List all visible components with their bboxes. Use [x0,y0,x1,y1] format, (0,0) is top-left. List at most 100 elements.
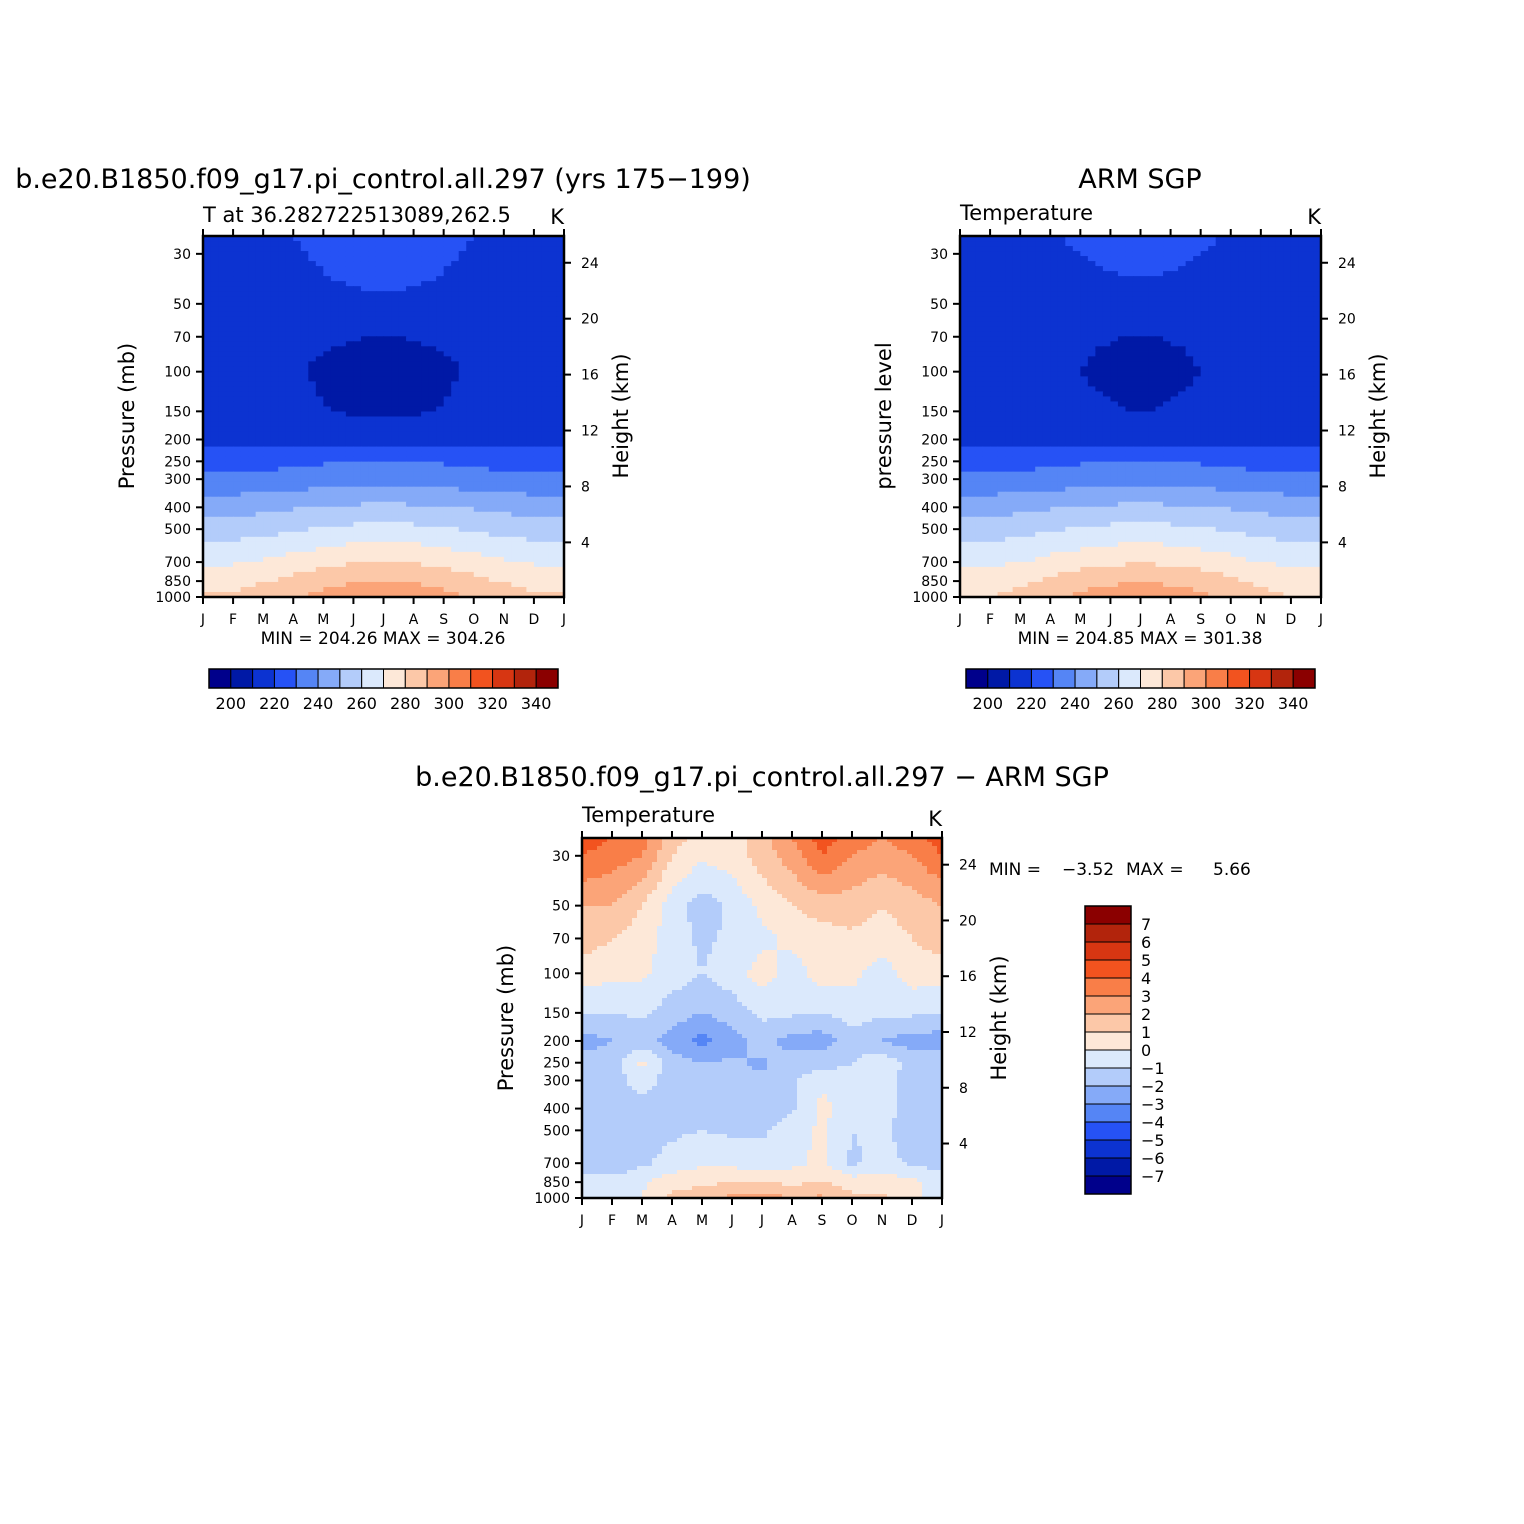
contour-cell [270,271,279,277]
contour-cell [218,356,227,362]
contour-cell [1223,306,1232,312]
contour-cell [533,441,543,448]
contour-cell [436,446,445,453]
contour-cell [436,581,445,588]
contour-cell [1200,321,1209,327]
contour-cell [1245,296,1254,302]
contour-cell [233,241,242,247]
contour-cell [526,556,535,563]
contour-cell [1170,356,1179,362]
contour-cell [1012,381,1021,388]
contour-cell [1065,261,1074,267]
contour-cell [1170,381,1179,388]
contour-cell [518,301,527,307]
contour-cell [421,396,430,403]
contour-cell [443,441,452,448]
contour-cell [240,551,249,558]
contour-cell [255,566,264,573]
contour-cell [1087,371,1096,377]
contour-cell [345,501,355,508]
contour-cell [1117,361,1127,367]
contour-cell [526,441,535,448]
contour-cell [353,296,362,302]
contour-cell [1095,281,1104,287]
contour-cell [413,451,422,458]
contour-cell [255,251,264,257]
contour-cell [383,251,392,257]
contour-cell [406,461,415,468]
contour-cell [218,346,227,352]
contour-cell [406,391,415,398]
contour-cell [203,391,212,398]
contour-cell [225,316,234,322]
contour-cell [1102,261,1112,267]
contour-cell [360,461,370,468]
contour-cell [428,541,437,548]
contour-cell [263,276,272,282]
contour-cell [518,351,527,357]
contour-cell [458,276,467,282]
contour-cell [308,346,317,352]
contour-cell [488,456,497,463]
contour-cell [391,506,400,513]
contour-cell [248,356,257,362]
contour-cell [1163,356,1172,362]
contour-cell [1080,291,1089,297]
contour-cell [533,276,543,282]
contour-cell [1178,276,1187,282]
contour-cell [1132,336,1142,342]
contour-cell [406,356,415,362]
contour-cell [330,251,339,257]
contour-cell [960,346,969,352]
contour-cell [443,586,452,593]
contour-cell [1163,381,1172,388]
contour-cell [533,531,543,538]
contour-cell [278,586,287,593]
contour-cell [518,521,527,528]
contour-cell [233,271,242,277]
contour-cell [458,491,467,498]
contour-cell [1275,361,1284,367]
contour-cell [518,341,527,347]
contour-cell [443,331,452,337]
contour-cell [240,301,249,307]
contour-cell [1298,296,1307,302]
contour-cell [285,521,294,528]
contour-cell [1050,316,1059,322]
contour-cell [496,561,505,568]
contour-cell [526,361,535,367]
contour-cell [398,461,407,468]
contour-cell [338,511,347,518]
contour-cell [488,466,497,473]
contour-cell [1223,256,1232,262]
contour-cell [421,416,430,423]
contour-cell [323,251,332,257]
contour-cell [413,391,422,398]
contour-cell [1245,266,1254,272]
contour-cell [556,391,565,398]
contour-cell [255,246,264,252]
contour-cell [421,361,430,367]
contour-cell [315,246,324,252]
contour-cell [1268,236,1277,242]
contour-cell [383,381,392,388]
contour-cell [421,241,430,247]
contour-cell [300,461,309,468]
contour-cell [451,301,460,307]
contour-cell [496,441,505,448]
panel-obs-contour-field [960,236,1322,598]
contour-cell [218,426,227,433]
contour-cell [391,371,400,377]
contour-cell [541,501,550,508]
contour-cell [436,271,445,277]
month-tick-label: N [499,612,509,628]
contour-cell [466,416,475,423]
contour-cell [218,251,227,257]
contour-cell [300,586,309,593]
contour-cell [323,401,332,408]
contour-cell [1050,236,1059,242]
contour-cell [1095,326,1104,332]
contour-cell [240,586,249,593]
contour-cell [210,471,219,478]
contour-cell [1283,251,1292,257]
